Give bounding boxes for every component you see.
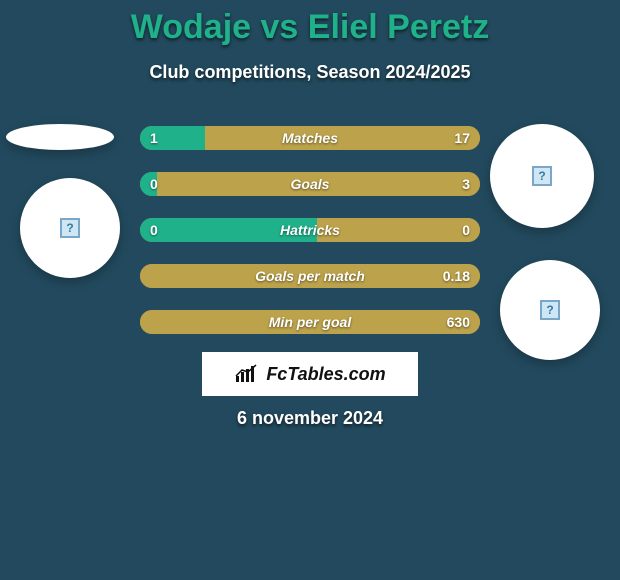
comparison-bars: 117Matches 03Goals 00Hattricks 0.18Goals pe… [140, 126, 480, 334]
stat-label: Matches [140, 126, 480, 150]
image-placeholder-icon: ? [532, 166, 552, 186]
stat-bar: 03Goals [140, 172, 480, 196]
stat-label: Goals per match [140, 264, 480, 288]
ellipse-top-left [6, 124, 114, 150]
logo-text: FcTables.com [266, 364, 385, 385]
disc-top-right: ? [490, 124, 594, 228]
stat-bar: 630Min per goal [140, 310, 480, 334]
subtitle: Club competitions, Season 2024/2025 [0, 62, 620, 83]
stat-label: Min per goal [140, 310, 480, 334]
date-label: 6 november 2024 [0, 408, 620, 429]
stat-bar: 00Hattricks [140, 218, 480, 242]
page-title: Wodaje vs Eliel Peretz [0, 8, 620, 47]
stat-label: Hattricks [140, 218, 480, 242]
stat-bar: 117Matches [140, 126, 480, 150]
image-placeholder-icon: ? [540, 300, 560, 320]
disc-bottom-right: ? [500, 260, 600, 360]
disc-left: ? [20, 178, 120, 278]
stat-label: Goals [140, 172, 480, 196]
stat-bar: 0.18Goals per match [140, 264, 480, 288]
bar-chart-icon [234, 364, 260, 384]
fctables-logo: FcTables.com [202, 352, 418, 396]
image-placeholder-icon: ? [60, 218, 80, 238]
